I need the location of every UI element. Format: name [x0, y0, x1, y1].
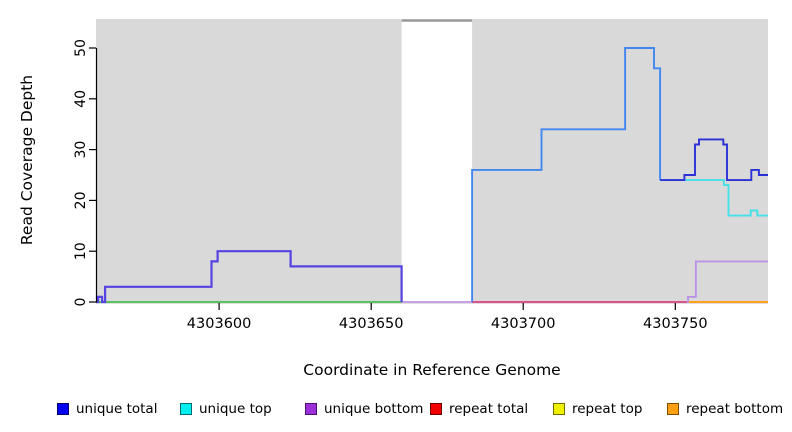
y-tick-label: 20: [73, 191, 89, 209]
x-tick-label: 4303700: [491, 316, 556, 332]
legend-label-unique-top: unique top: [199, 401, 272, 417]
x-axis-title: Coordinate in Reference Genome: [303, 361, 561, 379]
legend-item-repeat-total: repeat total: [430, 398, 528, 420]
y-tick-label: 40: [73, 90, 89, 108]
legend-item-unique-bottom: unique bottom: [305, 398, 423, 420]
unique-top-swatch-icon: [180, 403, 192, 415]
legend-item-repeat-bottom: repeat bottom: [667, 398, 783, 420]
y-tick-label: 10: [73, 242, 89, 260]
legend-label-unique-total: unique total: [76, 401, 158, 417]
legend: unique total unique top unique bottom repea…: [0, 398, 792, 422]
series-unique-top: [660, 179, 768, 217]
coverage-gap-region: [401, 19, 473, 302]
legend-label-repeat-top: repeat top: [572, 401, 643, 417]
x-tick-label: 4303750: [643, 316, 708, 332]
legend-item-unique-total: unique total: [57, 398, 157, 420]
series-unique-left: [96, 250, 403, 304]
legend-label-repeat-total: repeat total: [449, 401, 529, 417]
x-tick-label: 4303650: [339, 316, 404, 332]
repeat-top-swatch-icon: [553, 403, 565, 415]
legend-label-repeat-bottom: repeat bottom: [686, 401, 784, 417]
y-tick-label: 0: [73, 298, 89, 307]
y-tick-label: 50: [73, 39, 89, 57]
y-tick-label: 30: [73, 141, 89, 159]
series-unique-total-right: [660, 138, 768, 182]
legend-label-unique-bottom: unique bottom: [324, 401, 424, 417]
legend-item-unique-top: unique top: [180, 398, 272, 420]
x-tick-label: 4303600: [187, 316, 252, 332]
series-unique-bottom-right: [686, 260, 768, 303]
unique-bottom-swatch-icon: [305, 403, 317, 415]
unique-total-swatch-icon: [57, 403, 69, 415]
repeat-total-swatch-icon: [430, 403, 442, 415]
legend-item-repeat-top: repeat top: [553, 398, 642, 420]
series-unique-total-mid: [471, 47, 662, 302]
y-axis-title: Read Coverage Depth: [18, 74, 36, 246]
repeat-bottom-swatch-icon: [667, 403, 679, 415]
